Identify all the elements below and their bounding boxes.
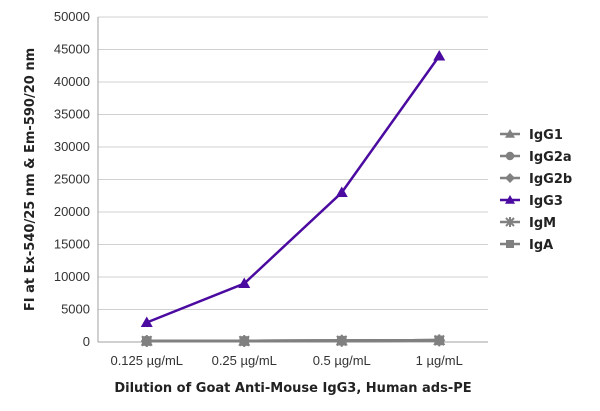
- y-tick-label: 50000: [54, 9, 90, 24]
- legend-label: IgA: [529, 238, 553, 253]
- series-iga: [141, 335, 445, 346]
- data-point-iga: [141, 336, 152, 346]
- legend-item-igg2a: IgG2a: [500, 150, 572, 165]
- legend-marker-iga: [506, 240, 514, 248]
- legend-item-igg3: IgG3: [500, 194, 563, 209]
- y-tick-label: 0: [83, 334, 90, 349]
- legend-item-igm: IgM: [500, 216, 556, 231]
- legend-marker-igm: [505, 217, 515, 227]
- series-igg3: [140, 50, 446, 327]
- data-point-igg3: [335, 186, 348, 197]
- x-tick-label: 0.125 µg/mL: [110, 353, 183, 368]
- legend-marker-igg3: [505, 195, 515, 204]
- y-tick-label: 20000: [54, 204, 90, 219]
- y-tick-label: 25000: [54, 172, 90, 187]
- y-tick-label: 10000: [54, 269, 90, 284]
- legend-marker-igg1: [505, 129, 515, 138]
- y-tick-label: 40000: [54, 74, 90, 89]
- legend-label: IgG3: [529, 194, 563, 209]
- y-tick-labels: 0 5000 10000 15000 20000 25000 30000 35000 40000…: [54, 9, 90, 349]
- data-point-igg3: [433, 50, 446, 61]
- y-tick-label: 45000: [54, 42, 90, 57]
- legend-label: IgG2b: [529, 172, 572, 187]
- legend-marker-igg2b: [505, 173, 515, 183]
- x-tick-label: 0.25 µg/mL: [212, 353, 277, 368]
- x-tick-labels: 0.125 µg/mL 0.25 µg/mL 0.5 µg/mL 1 µg/mL: [110, 353, 462, 368]
- y-tick-label: 35000: [54, 107, 90, 122]
- legend-label: IgG1: [529, 128, 563, 143]
- legend-label: IgM: [529, 216, 556, 231]
- data-point-igg3: [140, 316, 153, 327]
- y-tick-label: 5000: [61, 302, 90, 317]
- legend-item-igg1: IgG1: [500, 128, 563, 143]
- legend-marker-igg2a: [505, 151, 515, 161]
- series-line-igg3: [146, 55, 441, 324]
- x-tick-label: 1 µg/mL: [416, 353, 463, 368]
- data-point-iga: [434, 335, 445, 346]
- gridlines: [98, 16, 488, 310]
- legend-item-igg2b: IgG2b: [500, 172, 572, 187]
- series-layer: [140, 50, 446, 348]
- data-point-igg3: [238, 277, 251, 288]
- legend-item-iga: IgA: [500, 238, 553, 253]
- series-line-iga: [146, 338, 440, 343]
- legend: IgG1 IgG2a IgG2b IgG3 IgM IgA: [500, 128, 572, 253]
- y-axis-title: FI at Ex-540/25 nm & Em-590/20 nm: [23, 48, 38, 311]
- y-tick-label: 30000: [54, 139, 90, 154]
- legend-label: IgG2a: [529, 150, 572, 165]
- x-axis-title: Dilution of Goat Anti-Mouse IgG3, Human …: [114, 381, 471, 396]
- data-point-iga: [239, 336, 250, 346]
- y-tick-label: 15000: [54, 237, 90, 252]
- data-point-iga: [336, 335, 347, 346]
- x-tick-label: 0.5 µg/mL: [313, 353, 371, 368]
